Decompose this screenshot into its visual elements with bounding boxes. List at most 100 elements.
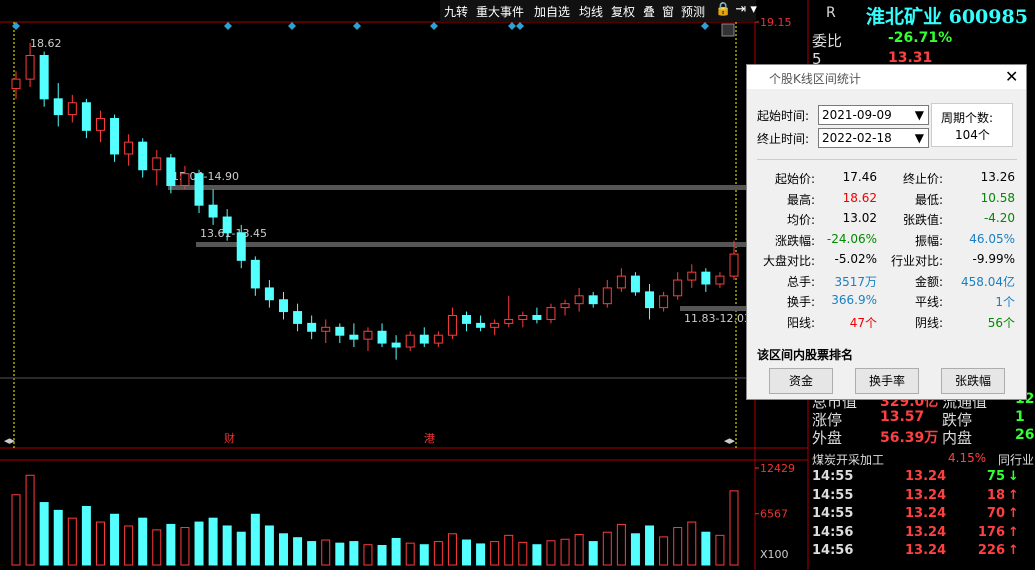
candle-body (95, 118, 105, 131)
candle-body (81, 102, 91, 131)
volume-bar (560, 538, 570, 566)
volume-bar (307, 541, 317, 566)
stat-label: 振幅: (914, 233, 943, 248)
trade-time: 14:55 (812, 487, 854, 503)
volume-bar (39, 502, 49, 566)
stat-label: 均价: (786, 213, 815, 227)
candle-body (687, 271, 697, 281)
stat-value: -5.02% (834, 252, 877, 266)
stat-value: 13.02 (842, 211, 877, 225)
volume-bar (729, 490, 739, 566)
stat-label: 总手: (786, 274, 815, 289)
stat-label: 内盘 (942, 429, 973, 447)
candle-body (349, 334, 359, 340)
candle-body (701, 271, 711, 285)
toolbar-icons[interactable]: 🔒 ⇥ ▾ (715, 2, 757, 17)
volume-bar (490, 541, 500, 566)
volume-bar (53, 509, 63, 566)
annotation: 11.83-12.03 (684, 312, 751, 325)
stat-value: 13.26 (980, 170, 1015, 184)
volume-bar (321, 539, 331, 566)
volume-bar (462, 539, 472, 566)
label: 周期个数: (941, 111, 994, 125)
y-tick-label: 6567 (760, 508, 788, 521)
quote-label: 委比 (812, 32, 843, 50)
industry-change: 4.15% (948, 451, 987, 465)
value: 2022-02-18 (822, 131, 892, 145)
volume-bar (616, 523, 626, 566)
industry-link[interactable]: 同行业 (998, 453, 1035, 467)
candle-body (447, 315, 457, 336)
volume-bar (124, 525, 134, 566)
close-chart[interactable] (721, 23, 735, 37)
dialog-titlebar (747, 65, 1026, 89)
toolbar-button[interactable]: 均线 (579, 5, 604, 19)
quote-value: 13.31 (888, 50, 933, 66)
toolbar-button[interactable]: 复权 (611, 5, 636, 19)
trade-price: 13.24 (905, 506, 947, 521)
volume-bar (476, 543, 486, 566)
candle-body (518, 315, 528, 320)
stat-label: 行业对比: (890, 254, 943, 268)
stat-label: 平线: (914, 295, 943, 309)
trade-arrow: ↑ (1008, 543, 1019, 558)
dialog: 个股K线区间统计 ✕ 起始时间: 2021-09-09 ▼ 终止时间: 2022-… (746, 64, 1027, 400)
trade-volume: 18 (986, 487, 1005, 503)
toolbar-button[interactable]: 重大事件 (476, 5, 525, 19)
volume-bar (588, 541, 598, 566)
candle-body (264, 287, 274, 301)
stat-label: 最低: (914, 192, 943, 207)
volume-bar (419, 544, 429, 566)
trade-arrow: ↑ (1008, 506, 1019, 521)
stat-value: -4.20 (983, 211, 1015, 225)
annotation: 18.62 (30, 37, 62, 50)
candle-body (462, 315, 472, 324)
volume-bar (377, 544, 387, 566)
stat-label: 张跌值: (902, 213, 943, 227)
candle-body (236, 232, 246, 261)
candle-body (67, 102, 77, 116)
rank-button[interactable]: 资金 (769, 368, 833, 394)
y-tick-label: 12429 (760, 462, 795, 475)
price-band (196, 242, 755, 247)
stat-label: 起始价: (774, 172, 815, 186)
toolbar-button[interactable]: 预测 (681, 5, 706, 19)
stat-value: 17.46 (842, 170, 877, 184)
close-button[interactable]: ✕ (1005, 67, 1019, 86)
toolbar-button[interactable]: 叠 (643, 5, 656, 19)
volume-bar (278, 533, 288, 566)
price-band (168, 185, 755, 190)
toolbar-button[interactable]: 窗 (662, 5, 675, 19)
toolbar-button[interactable]: 加自选 (534, 5, 571, 19)
candle-body (659, 295, 669, 309)
trade-time: 14:55 (812, 506, 854, 521)
start-date[interactable]: 2021-09-09 ▼ (818, 105, 929, 125)
rank-button[interactable]: 张跌幅 (941, 368, 1005, 394)
volume-bar (335, 542, 345, 566)
dialog-title: 个股K线区间统计 (769, 72, 861, 86)
y-tick-label: 19.15 (760, 16, 792, 29)
candle-body (504, 318, 514, 324)
stat-value: 47个 (849, 315, 877, 330)
volume-bar (673, 527, 683, 566)
candle-body (729, 253, 739, 277)
scroll-arrows[interactable]: ◂▸ (724, 434, 736, 447)
trade-volume: 75 (986, 469, 1005, 484)
scroll-arrows[interactable]: ◂▸ (4, 434, 16, 447)
volume-bar (532, 544, 542, 566)
candle-body (180, 173, 190, 186)
stat-value: 1 (1015, 409, 1025, 425)
end-date[interactable]: 2022-02-18 ▼ (818, 128, 929, 148)
candle-body (307, 322, 317, 332)
candle-body (321, 326, 331, 332)
candle-body (222, 216, 232, 234)
rank-button[interactable]: 换手率 (855, 368, 919, 394)
stat-value: 3517万 (834, 274, 877, 289)
toolbar-button[interactable]: 九转 (444, 5, 469, 19)
trade-volume: 70 (986, 506, 1005, 521)
stat-value: 46.05% (969, 231, 1015, 246)
volume-bar (293, 537, 303, 566)
candle-body (616, 275, 626, 289)
candle-body (194, 173, 204, 206)
volume-bar (180, 527, 190, 566)
